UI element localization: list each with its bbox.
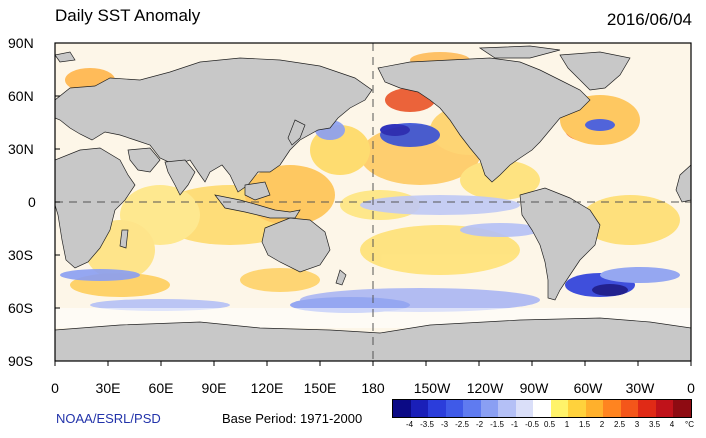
colorbar-swatch [393, 400, 411, 417]
colorbar-swatch [620, 400, 638, 417]
colorbar-tick-label: 1.5 [578, 420, 591, 429]
colorbar-labels: -4 -3.5 -3 -2.5 -2 -1.5 -1 -0.5 0.5 1 1.5 2 2.5 3 3.5 4 [392, 420, 692, 432]
colorbar-swatch [410, 400, 428, 417]
greenland [559, 51, 631, 91]
svalbard [55, 51, 76, 63]
colorbar-swatch [585, 400, 603, 417]
japan [287, 119, 306, 146]
colorbar-swatches [392, 399, 692, 418]
credit-label: NOAA/ESRL/PSD [56, 411, 161, 426]
colorbar-swatch [515, 400, 533, 417]
lat-label-60s: 60S [8, 300, 33, 316]
colorbar-tick-label: 3 [634, 420, 640, 429]
lon-label-120w: 120W [466, 380, 504, 396]
colorbar-swatch [463, 400, 481, 417]
lon-label-0-east: 0 [687, 380, 695, 396]
colorbar-swatch [673, 400, 691, 417]
colorbar-tick-label: -4 [405, 420, 414, 429]
colorbar-swatch [533, 400, 551, 417]
colorbar-swatch [638, 400, 656, 417]
colorbar-tick-label: 2.5 [613, 420, 626, 429]
lon-label-60w: 60W [573, 380, 603, 396]
cool-anomaly-patches [60, 97, 680, 313]
map-date: 2016/06/04 [606, 10, 692, 29]
colorbar-swatch [655, 400, 673, 417]
colorbar-swatch [603, 400, 621, 417]
lon-label-90w: 90W [519, 380, 549, 396]
africa-west [675, 164, 691, 203]
lon-label-30w: 30W [625, 380, 655, 396]
colorbar-swatch [428, 400, 446, 417]
africa [55, 147, 136, 269]
indonesia [214, 194, 301, 219]
lat-label-30n: 30N [8, 141, 34, 157]
lon-label-150w: 150W [413, 380, 451, 396]
colorbar-tick-label: -3 [440, 420, 449, 429]
colorbar-tick-label: -1.5 [490, 420, 504, 429]
new-zealand [335, 269, 347, 286]
colorbar-tick-label: 0.5 [543, 420, 556, 429]
colorbar-tick-label: -3.5 [420, 420, 434, 429]
colorbar-swatch [550, 400, 568, 417]
arctic-islands [478, 45, 561, 59]
colorbar-swatch [480, 400, 498, 417]
india [164, 159, 196, 196]
lon-label-30e: 30E [95, 380, 121, 396]
base-period-label: Base Period: 1971-2000 [222, 411, 363, 426]
colorbar-tick-label: -2.5 [455, 420, 469, 429]
colorbar: -4 -3.5 -3 -2.5 -2 -1.5 -1 -0.5 0.5 1 1.5 2 2.5 3 3.5 4 [392, 399, 692, 432]
lon-label-90e: 90E [201, 380, 227, 396]
lat-label-eq: 0 [28, 194, 36, 210]
colorbar-unit: °C [685, 420, 694, 429]
eurasia [55, 57, 373, 193]
borneo [244, 181, 271, 201]
colorbar-tick-label: 1 [564, 420, 570, 429]
lon-label-180: 180 [361, 380, 385, 396]
colorbar-swatch [445, 400, 463, 417]
arabia [127, 147, 161, 173]
colorbar-tick-label: -0.5 [525, 420, 539, 429]
madagascar [119, 229, 129, 249]
colorbar-tick-label: -2 [475, 420, 484, 429]
colorbar-swatch [498, 400, 516, 417]
lat-label-30s: 30S [8, 247, 33, 263]
north-america [377, 57, 591, 183]
lon-label-120e: 120E [250, 380, 284, 396]
lon-label-0: 0 [51, 380, 59, 396]
colorbar-tick-label: 2 [599, 420, 605, 429]
map-title: Daily SST Anomaly [55, 6, 201, 25]
colorbar-swatch [568, 400, 586, 417]
colorbar-tick-label: -1 [510, 420, 519, 429]
axis-ticks [54, 42, 692, 366]
lat-label-90n: 90N [8, 35, 34, 51]
colorbar-tick-label: 4 [669, 420, 675, 429]
lon-label-150e: 150E [303, 380, 337, 396]
colorbar-tick-label: 3.5 [648, 420, 661, 429]
lat-label-60n: 60N [8, 88, 34, 104]
lon-label-60e: 60E [148, 380, 174, 396]
lat-label-90s: 90S [8, 353, 33, 369]
south-america [519, 187, 601, 301]
australia [261, 217, 331, 273]
